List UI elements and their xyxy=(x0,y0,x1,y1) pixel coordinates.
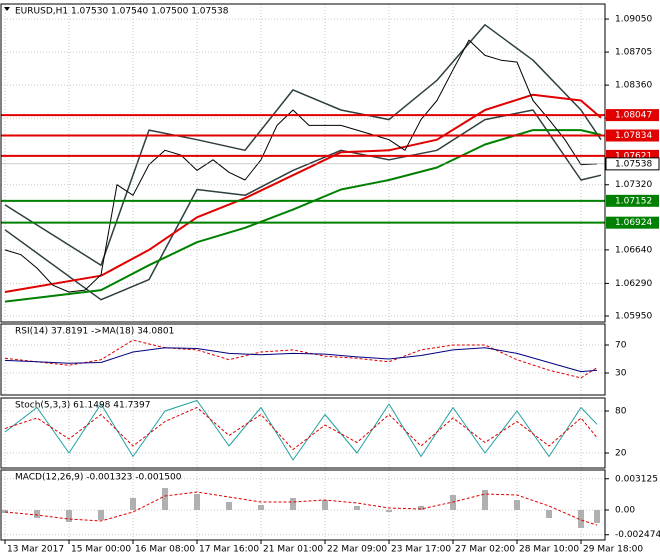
y-tick-label: 0.00 xyxy=(615,506,635,516)
x-tick-label: 21 Mar 01:00 xyxy=(263,545,323,555)
price-label-bg xyxy=(605,157,660,171)
histogram-bar xyxy=(162,488,168,510)
series-line xyxy=(4,39,598,293)
y-tick-label: 1.07320 xyxy=(615,180,652,190)
series-line xyxy=(4,347,598,373)
panel-title: MACD(12,26,9) -0.001323 -0.001500 xyxy=(15,473,182,483)
y-tick-label: 1.06290 xyxy=(615,279,652,289)
histogram-bar xyxy=(354,506,360,510)
x-tick-label: 29 Mar 18:00 xyxy=(583,545,643,555)
y-tick-label: 80 xyxy=(615,407,627,417)
histogram-bar xyxy=(578,510,584,528)
x-tick-label: 15 Mar 00:00 xyxy=(71,545,131,555)
histogram-bar xyxy=(98,510,104,520)
histogram-bar xyxy=(258,505,264,510)
level-label: 1.06924 xyxy=(615,218,652,228)
level-label-bg xyxy=(606,216,659,229)
level-label: 1.07621 xyxy=(615,151,652,161)
level-label-bg xyxy=(606,109,659,122)
y-tick-label: 1.09050 xyxy=(615,15,652,25)
price-label: 1.07538 xyxy=(615,159,652,169)
y-tick-label: -0.002474 xyxy=(615,530,660,540)
y-tick-label: 30 xyxy=(615,369,627,379)
x-tick-label: 23 Mar 17:00 xyxy=(391,545,451,555)
series-line xyxy=(4,339,598,379)
y-tick-label: 1.08360 xyxy=(615,81,652,91)
series-line xyxy=(4,109,602,301)
level-label: 1.07834 xyxy=(615,131,652,141)
histogram-bar xyxy=(290,498,296,510)
histogram-bar xyxy=(66,510,72,522)
histogram-bar xyxy=(594,510,600,523)
y-tick-label: 70 xyxy=(615,341,627,351)
histogram-bar xyxy=(514,500,520,510)
histogram-bar xyxy=(34,510,40,518)
level-label-bg xyxy=(606,194,659,207)
series-line xyxy=(4,129,602,303)
histogram-bar xyxy=(386,510,392,512)
x-tick-label: 28 Mar 10:00 xyxy=(519,545,579,555)
histogram-bar xyxy=(482,490,488,510)
series-line xyxy=(4,93,602,293)
series-line xyxy=(4,491,598,526)
x-tick-label: 22 Mar 09:00 xyxy=(327,545,387,555)
y-tick-label: 1.08705 xyxy=(615,48,652,58)
x-tick-label: 17 Mar 16:00 xyxy=(199,545,259,555)
y-tick-label: 1.05950 xyxy=(615,311,652,321)
y-tick-label: 1.06640 xyxy=(615,245,652,255)
panel-frame xyxy=(0,323,606,396)
level-label-bg xyxy=(606,129,659,142)
series-line xyxy=(4,407,598,450)
panel-frame xyxy=(0,397,606,469)
series-line xyxy=(4,24,602,266)
histogram-bar xyxy=(194,494,200,510)
histogram-bar xyxy=(2,510,8,513)
histogram-bar xyxy=(226,502,232,510)
panel-frame xyxy=(0,469,606,541)
panel-title: RSI(14) 37.8191 ->MA(18) 34.0801 xyxy=(15,327,174,337)
panel-title: Stoch(5,3,3) 61.1498 41.7397 xyxy=(15,401,150,411)
level-label: 1.08047 xyxy=(615,111,652,121)
level-label: 1.07152 xyxy=(615,196,652,206)
histogram-bar xyxy=(418,506,424,510)
histogram-bar xyxy=(546,510,552,518)
panel-title: EURUSD,H1 1.07530 1.07540 1.07500 1.0753… xyxy=(15,7,229,17)
y-tick-label: 0.003125 xyxy=(615,474,658,484)
x-tick-label: 27 Mar 02:00 xyxy=(455,545,515,555)
panel-frame xyxy=(0,3,606,323)
histogram-bar xyxy=(130,498,136,510)
histogram-bar xyxy=(322,500,328,510)
y-tick-label: 20 xyxy=(615,449,627,459)
x-tick-label: 13 Mar 2017 xyxy=(7,545,64,555)
x-tick-label: 16 Mar 08:00 xyxy=(135,545,195,555)
title-arrow xyxy=(4,7,10,11)
